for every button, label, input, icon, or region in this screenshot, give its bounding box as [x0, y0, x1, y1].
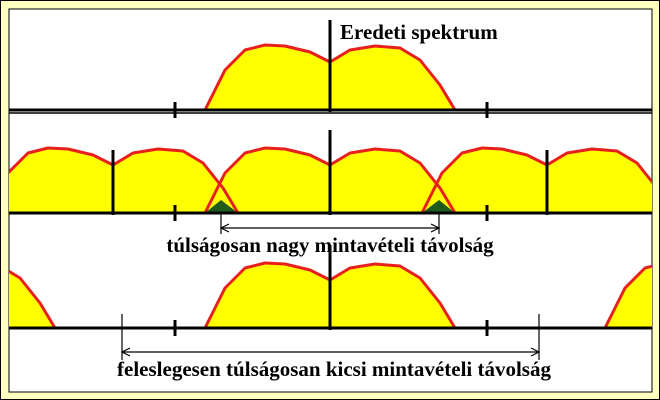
panel-original: Eredeti spektrum	[9, 20, 652, 118]
panel-oversampling-axes: feleslegesen túlságosan kicsi mintavétel…	[9, 245, 652, 381]
label: Eredeti spektrum	[340, 20, 498, 44]
panel-aliasing	[9, 146, 652, 214]
label: feleslegesen túlságosan kicsi mintavétel…	[117, 357, 551, 381]
